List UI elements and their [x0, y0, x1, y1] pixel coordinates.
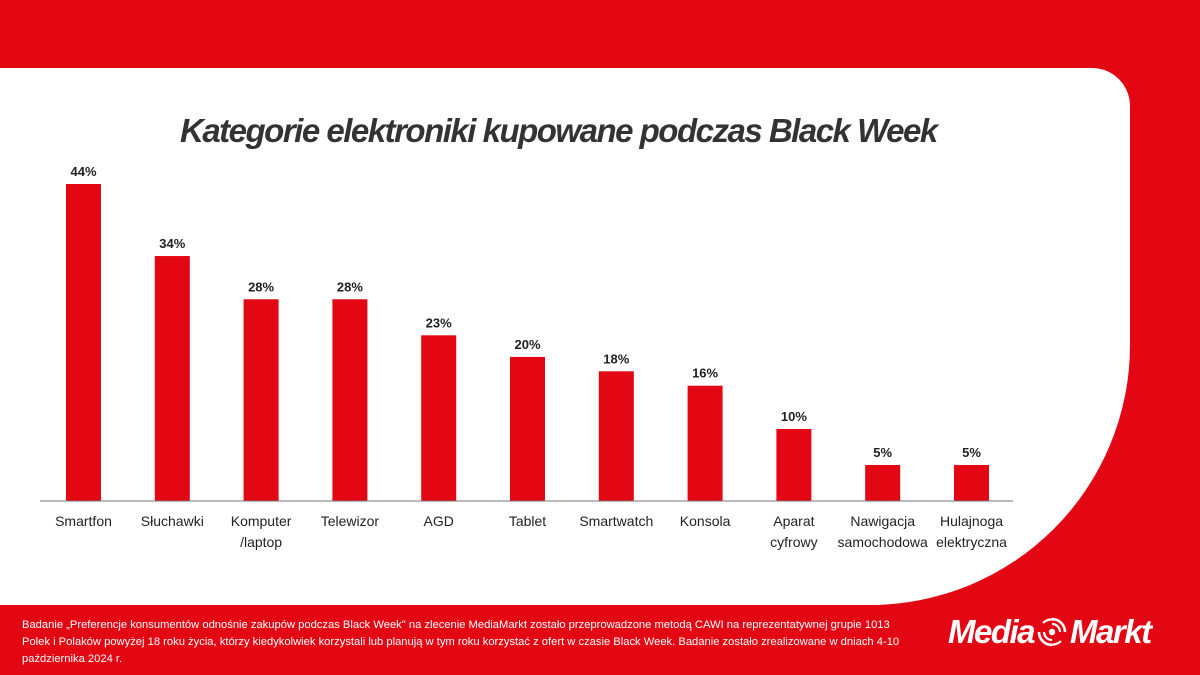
category-label-10: Nawigacja samochodowa: [838, 513, 928, 550]
bar-2: [154, 256, 190, 501]
value-label-3: 28%: [248, 279, 274, 294]
value-label-4: 28%: [337, 279, 363, 294]
bar-4: [332, 299, 368, 501]
bar-3: [243, 299, 279, 501]
value-labels-group: 44% 34% 28% 28% 23% 20% 18% 16% 10% 5% 5%: [70, 164, 981, 460]
bar-7: [598, 371, 634, 501]
category-label-9: Aparat cyfrowy: [770, 513, 817, 550]
value-label-10: 5%: [873, 445, 892, 460]
bar-5: [421, 335, 457, 501]
chart-title: Kategorie elektroniki kupowane podczas B…: [180, 112, 938, 149]
category-label-11: Hulajnoga elektryczna: [936, 513, 1007, 550]
category-label-1: Smartfon: [55, 513, 112, 529]
category-label-3: Komputer/laptop: [231, 513, 292, 550]
value-label-9: 10%: [781, 409, 807, 424]
bar-1: [66, 184, 101, 501]
mediamarkt-swirl-icon: [1037, 617, 1067, 647]
bar-11: [954, 464, 989, 501]
bar-9: [776, 428, 812, 501]
category-label-7: Smartwatch: [579, 513, 653, 529]
logo-text-left: Media: [948, 613, 1036, 650]
value-label-5: 23%: [426, 315, 452, 330]
mediamarkt-logo: Media Markt: [948, 612, 1188, 652]
value-label-7: 18%: [603, 351, 629, 366]
value-label-2: 34%: [159, 236, 185, 251]
value-label-1: 44%: [70, 164, 96, 179]
category-label-8: Konsola: [680, 513, 731, 529]
category-label-6: Tablet: [509, 513, 546, 529]
value-label-8: 16%: [692, 366, 718, 381]
bars-group: [66, 184, 989, 501]
bar-8: [687, 385, 723, 501]
category-label-2: Słuchawki: [141, 513, 204, 529]
survey-footnote: Badanie „Preferencje konsumentów odnośni…: [22, 619, 900, 665]
logo-text-right: Markt: [1070, 613, 1152, 650]
bar-6: [510, 356, 545, 501]
category-labels-group: Smartfon Słuchawki Komputer/laptop Telewizo…: [55, 513, 1007, 550]
bar-10: [865, 464, 901, 501]
category-label-4: Telewizor: [321, 513, 380, 529]
value-label-11: 5%: [962, 445, 981, 460]
value-label-6: 20%: [514, 337, 540, 352]
category-label-5: AGD: [424, 513, 454, 529]
